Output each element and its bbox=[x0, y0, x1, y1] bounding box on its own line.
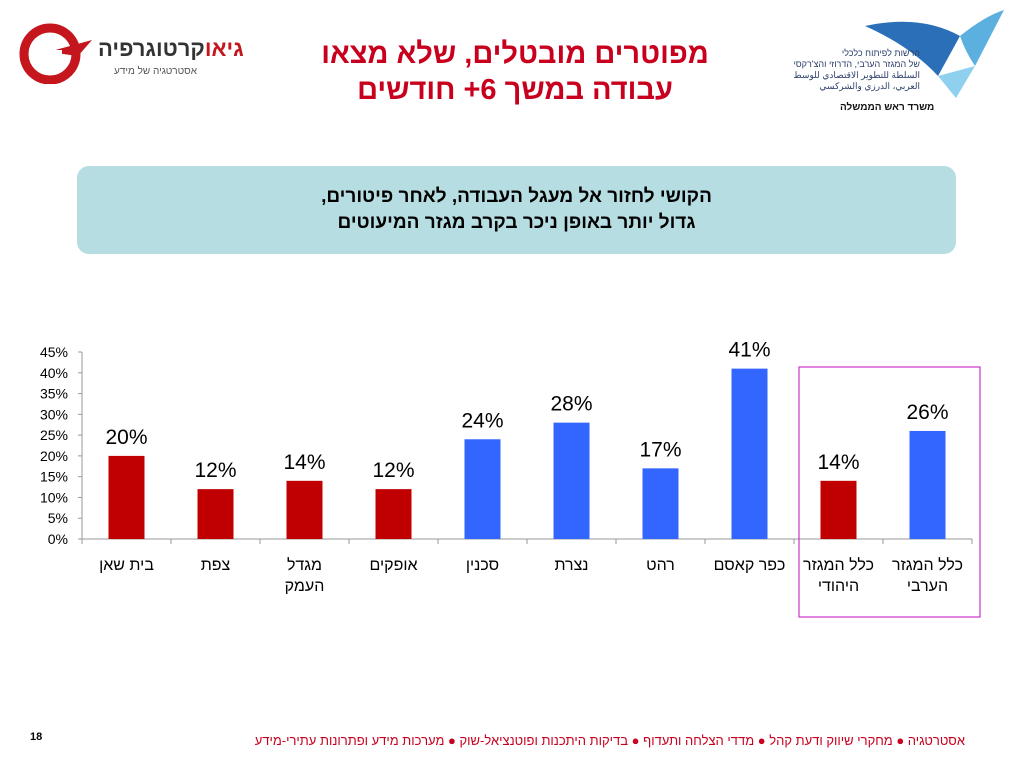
banner-line-1: הקושי לחזור אל מעגל העבודה, לאחר פיטורים… bbox=[321, 186, 712, 207]
logo-tagline: אסטרטגיה של מידע bbox=[114, 66, 197, 77]
data-label: 14% bbox=[817, 451, 859, 474]
logo-name-rest: קרטוגרפיה bbox=[98, 36, 205, 61]
category-label: מגדל bbox=[287, 556, 322, 574]
authority-emblem-icon bbox=[865, 10, 1004, 98]
bar bbox=[464, 439, 501, 539]
data-label: 24% bbox=[461, 409, 503, 432]
y-tick-label: 40% bbox=[40, 365, 68, 381]
data-label: 14% bbox=[283, 451, 325, 474]
footer-tagline: אסטרטגיה ● מחקרי שיווק ודעת קהל ● מדדי ה… bbox=[254, 733, 965, 748]
data-label: 12% bbox=[372, 459, 414, 482]
bar bbox=[909, 430, 946, 539]
y-tick-label: 25% bbox=[40, 427, 68, 443]
data-label: 28% bbox=[550, 393, 592, 416]
logo-name-bold: גיאו bbox=[204, 36, 244, 61]
category-label: רהט bbox=[646, 557, 675, 574]
category-label: נצרת bbox=[554, 557, 588, 574]
logo-name: גיאוקרטוגרפיה bbox=[98, 36, 244, 62]
page-title-line-2: עבודה במשך 6+ חודשים bbox=[357, 74, 673, 106]
bar bbox=[108, 455, 145, 539]
category-label: סכנין bbox=[466, 557, 499, 574]
category-label: כלל המגזר bbox=[803, 556, 874, 574]
highlight-box bbox=[798, 366, 981, 618]
y-tick-label: 35% bbox=[40, 386, 68, 402]
y-tick-label: 45% bbox=[40, 344, 68, 360]
y-tick-label: 30% bbox=[40, 406, 68, 422]
y-tick-label: 10% bbox=[40, 489, 68, 505]
category-label: הערבי bbox=[907, 578, 948, 595]
data-label: 41% bbox=[728, 339, 770, 362]
authority-caption: משרד ראש הממשלה bbox=[840, 102, 935, 113]
bar bbox=[820, 480, 857, 539]
headline-banner: הקושי לחזור אל מעגל העבודה, לאחר פיטורים… bbox=[77, 166, 956, 254]
category-label: בית שאן bbox=[99, 557, 154, 574]
bar bbox=[553, 422, 590, 539]
category-label: כלל המגזר bbox=[892, 556, 963, 574]
authority-line: العربي، الدرزي والشركسي bbox=[819, 81, 920, 91]
banner-line-2: גדול יותר באופן ניכר בקרב מגזר המיעוטים bbox=[337, 212, 696, 233]
data-label: 12% bbox=[194, 459, 236, 482]
bar bbox=[731, 368, 768, 539]
authority-logo: הרשות לפיתוח כלכלי של המגזר הערבי, הדרוז… bbox=[760, 6, 1010, 118]
y-tick-label: 5% bbox=[48, 510, 68, 526]
authority-line: הרשות לפיתוח כלכלי bbox=[841, 48, 920, 58]
category-label: העמק bbox=[285, 578, 325, 595]
authority-line: של המגזר הערבי, הדרוזי והצ'רקסי bbox=[793, 59, 920, 69]
data-label: 26% bbox=[906, 401, 948, 424]
data-label: 20% bbox=[105, 426, 147, 449]
bar bbox=[642, 468, 679, 539]
page-number: 18 bbox=[30, 731, 43, 743]
data-label: 17% bbox=[639, 438, 681, 461]
y-tick-label: 0% bbox=[48, 531, 68, 547]
geocartography-logo: גיאוקרטוגרפיה אסטרטגיה של מידע bbox=[18, 22, 244, 85]
category-label: היהודי bbox=[818, 578, 859, 595]
geocartography-emblem-icon bbox=[19, 23, 92, 85]
bar bbox=[197, 489, 234, 539]
y-tick-label: 15% bbox=[40, 469, 68, 485]
category-label: אופקים bbox=[369, 557, 417, 574]
category-label: כפר קאסם bbox=[714, 557, 786, 574]
bar bbox=[375, 489, 412, 539]
y-tick-label: 20% bbox=[40, 448, 68, 464]
authority-name: הרשות לפיתוח כלכלי של המגזר הערבי, הדרוז… bbox=[770, 48, 920, 92]
page-title: מפוטרים מובטלים, שלא מצאו עבודה במשך 6+ … bbox=[300, 36, 730, 108]
page-title-line-1: מפוטרים מובטלים, שלא מצאו bbox=[321, 38, 709, 70]
authority-line: السلطة للتطوير الاقتصادي للوسط bbox=[793, 70, 920, 80]
category-label: צפת bbox=[201, 557, 231, 574]
bar bbox=[286, 480, 323, 539]
